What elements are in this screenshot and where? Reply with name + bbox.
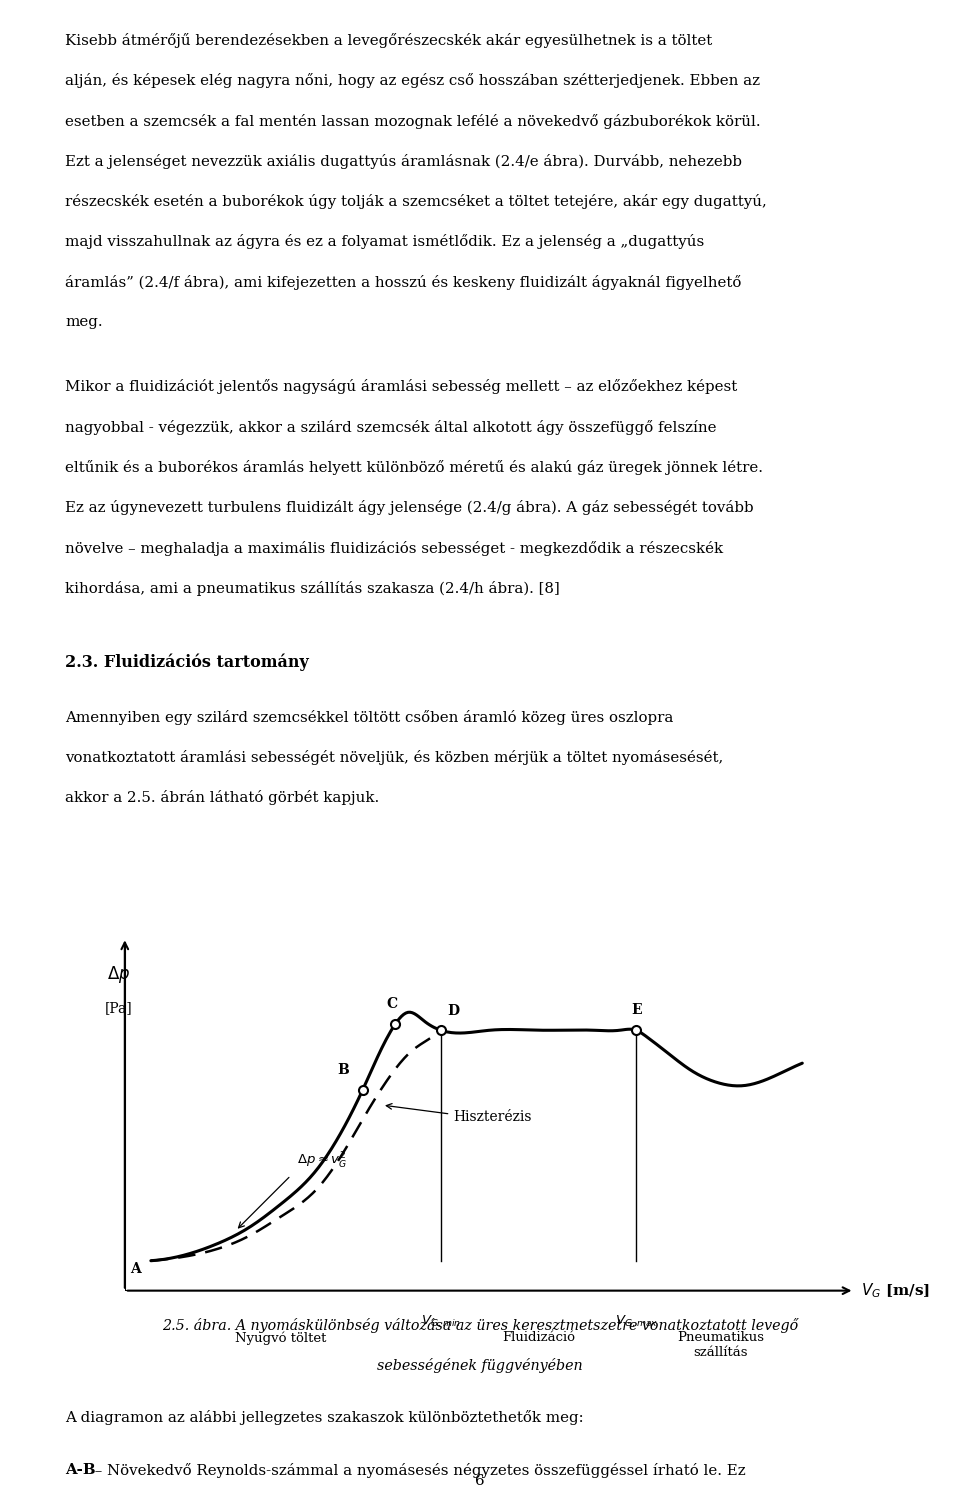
Text: esetben a szemcsék a fal mentén lassan mozognak lefélé a növekedvő gázbuborékok : esetben a szemcsék a fal mentén lassan m… — [65, 114, 761, 129]
Text: – Növekedvő Reynolds-számmal a nyomásesés négyzetes összefüggéssel írható le. Ez: – Növekedvő Reynolds-számmal a nyomásesé… — [90, 1462, 746, 1477]
Text: A: A — [131, 1263, 141, 1276]
Text: sebességének függvényében: sebességének függvényében — [377, 1359, 583, 1374]
Text: E: E — [631, 1003, 641, 1016]
Text: B: B — [337, 1063, 348, 1076]
Text: eltűnik és a buborékos áramlás helyett különböző méretű és alakú gáz üregek jönn: eltűnik és a buborékos áramlás helyett k… — [65, 460, 763, 475]
Text: nagyobbal - végezzük, akkor a szilárd szemcsék által alkotott ágy összefüggő fel: nagyobbal - végezzük, akkor a szilárd sz… — [65, 419, 717, 434]
Text: kihordása, ami a pneumatikus szállítás szakasza (2.4/h ábra). [8]: kihordása, ami a pneumatikus szállítás s… — [65, 580, 560, 595]
Text: vonatkoztatott áramlási sebességét növeljük, és közben mérjük a töltet nyomásesé: vonatkoztatott áramlási sebességét növel… — [65, 750, 724, 765]
Text: Fluidizáció: Fluidizáció — [502, 1332, 575, 1344]
Text: D: D — [447, 1004, 460, 1018]
Text: részecskék esetén a buborékok úgy tolják a szemcséket a töltet tetejére, akár eg: részecskék esetén a buborékok úgy tolják… — [65, 194, 767, 209]
Text: áramlás” (2.4/f ábra), ami kifejezetten a hosszú és keskeny fluidizált ágyaknál : áramlás” (2.4/f ábra), ami kifejezetten … — [65, 275, 742, 290]
Text: növelve – meghaladja a maximális fluidizációs sebességet - megkezdődik a részecs: növelve – meghaladja a maximális fluidiz… — [65, 541, 724, 556]
Text: Nyugvó töltet: Nyugvó töltet — [235, 1332, 326, 1345]
Text: akkor a 2.5. ábrán látható görbét kapjuk.: akkor a 2.5. ábrán látható görbét kapjuk… — [65, 791, 379, 806]
Text: meg.: meg. — [65, 316, 103, 329]
Text: Pneumatikus
szállítás: Pneumatikus szállítás — [678, 1332, 764, 1359]
Text: $V_G$ [m/s]: $V_G$ [m/s] — [861, 1281, 930, 1300]
Text: [Pa]: [Pa] — [105, 1001, 132, 1015]
Text: majd visszahullnak az ágyra és ez a folyamat ismétlődik. Ez a jelenség a „dugatt: majd visszahullnak az ágyra és ez a foly… — [65, 234, 705, 249]
Text: 6: 6 — [475, 1474, 485, 1488]
Text: Amennyiben egy szilárd szemcsékkel töltött csőben áramló közeg üres oszlopra: Amennyiben egy szilárd szemcsékkel töltö… — [65, 709, 674, 724]
Text: $V_{G,max}$: $V_{G,max}$ — [614, 1314, 658, 1330]
Text: Mikor a fluidizációt jelentős nagyságú áramlási sebesség mellett – az előzőekhez: Mikor a fluidizációt jelentős nagyságú á… — [65, 379, 737, 394]
Text: $\Delta p{\approx}v_G^2$: $\Delta p{\approx}v_G^2$ — [298, 1151, 348, 1171]
Text: 2.5. ábra. A nyomáskülönbség változása az üres keresztmetszetre vonatkoztatott l: 2.5. ábra. A nyomáskülönbség változása a… — [162, 1318, 798, 1333]
Text: $V_{G,min}$: $V_{G,min}$ — [420, 1314, 461, 1330]
Text: 2.3. Fluidizációs tartomány: 2.3. Fluidizációs tartomány — [65, 654, 309, 670]
Text: $\Delta p$: $\Delta p$ — [107, 965, 130, 986]
Text: alján, és képesek elég nagyra nőni, hogy az egész cső hosszában szétterjedjenek.: alján, és képesek elég nagyra nőni, hogy… — [65, 74, 760, 89]
Text: C: C — [386, 996, 397, 1012]
Text: A diagramon az alábbi jellegzetes szakaszok különböztethetők meg:: A diagramon az alábbi jellegzetes szakas… — [65, 1410, 584, 1425]
Text: Hiszterézis: Hiszterézis — [454, 1111, 532, 1124]
Text: Ez az úgynevezett turbulens fluidizált ágy jelensége (2.4/g ábra). A gáz sebessé: Ez az úgynevezett turbulens fluidizált á… — [65, 500, 754, 516]
Text: A-B: A-B — [65, 1462, 96, 1477]
Text: Kisebb átmérőjű berendezésekben a levegőrészecskék akár egyesülhetnek is a tölte: Kisebb átmérőjű berendezésekben a levegő… — [65, 33, 712, 48]
Text: Ezt a jelenséget nevezzük axiális dugattyús áramlásnak (2.4/e ábra). Durvább, ne: Ezt a jelenséget nevezzük axiális dugatt… — [65, 153, 742, 168]
